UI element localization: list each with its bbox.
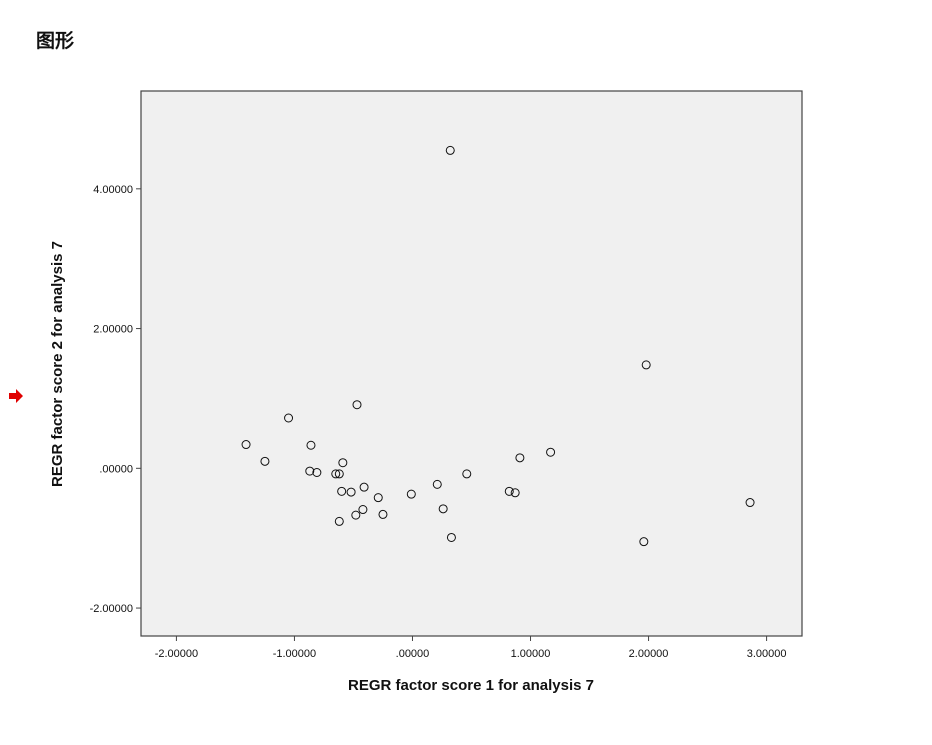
- data-point: [312, 468, 322, 477]
- data-point: [358, 505, 368, 515]
- y-axis: -2.00000 .00000 2.00000 4.00000: [90, 184, 141, 615]
- data-point: [378, 509, 388, 519]
- y-tick-label: -2.00000: [90, 603, 133, 615]
- data-point: [351, 510, 361, 520]
- data-point: [306, 440, 316, 450]
- data-point: [346, 487, 356, 497]
- x-tick-label: -1.00000: [273, 648, 316, 660]
- page-title: 图形: [36, 30, 75, 52]
- x-tick-label: .00000: [396, 648, 430, 660]
- data-point: [546, 447, 556, 457]
- data-points: [241, 145, 755, 547]
- data-point: [334, 516, 344, 526]
- y-tick-label: .00000: [99, 463, 133, 475]
- data-point: [462, 469, 472, 479]
- data-point: [334, 469, 344, 479]
- data-point: [641, 360, 651, 370]
- y-tick-label: 2.00000: [93, 324, 133, 336]
- data-point: [284, 413, 294, 423]
- data-point: [639, 537, 649, 547]
- red-arrow-icon: [9, 389, 23, 403]
- data-point: [745, 498, 755, 508]
- x-tick-label: 3.00000: [747, 648, 787, 660]
- y-tick-label: 4.00000: [93, 184, 133, 196]
- data-point: [438, 504, 448, 514]
- data-point: [305, 466, 315, 476]
- data-point: [446, 532, 456, 542]
- data-point: [510, 488, 520, 498]
- data-point: [515, 453, 525, 463]
- x-axis-title: REGR factor score 1 for analysis 7: [348, 677, 594, 694]
- data-point: [359, 482, 369, 492]
- y-axis-title: REGR factor score 2 for analysis 7: [49, 241, 66, 487]
- data-point: [338, 458, 348, 468]
- data-point: [445, 145, 455, 155]
- x-tick-label: -2.00000: [155, 648, 198, 660]
- data-point: [260, 456, 270, 466]
- data-point: [352, 400, 362, 410]
- data-point: [337, 486, 347, 496]
- x-tick-label: 1.00000: [511, 648, 551, 660]
- data-point: [331, 469, 341, 479]
- data-point: [241, 440, 251, 450]
- data-point: [432, 479, 442, 489]
- data-point: [406, 489, 416, 499]
- plot-area: [140, 90, 803, 637]
- data-point: [373, 493, 383, 503]
- x-axis: -2.00000 -1.00000 .00000 1.00000 2.00000 3.00…: [155, 636, 787, 660]
- x-tick-label: 2.00000: [629, 648, 669, 660]
- data-point: [504, 486, 514, 496]
